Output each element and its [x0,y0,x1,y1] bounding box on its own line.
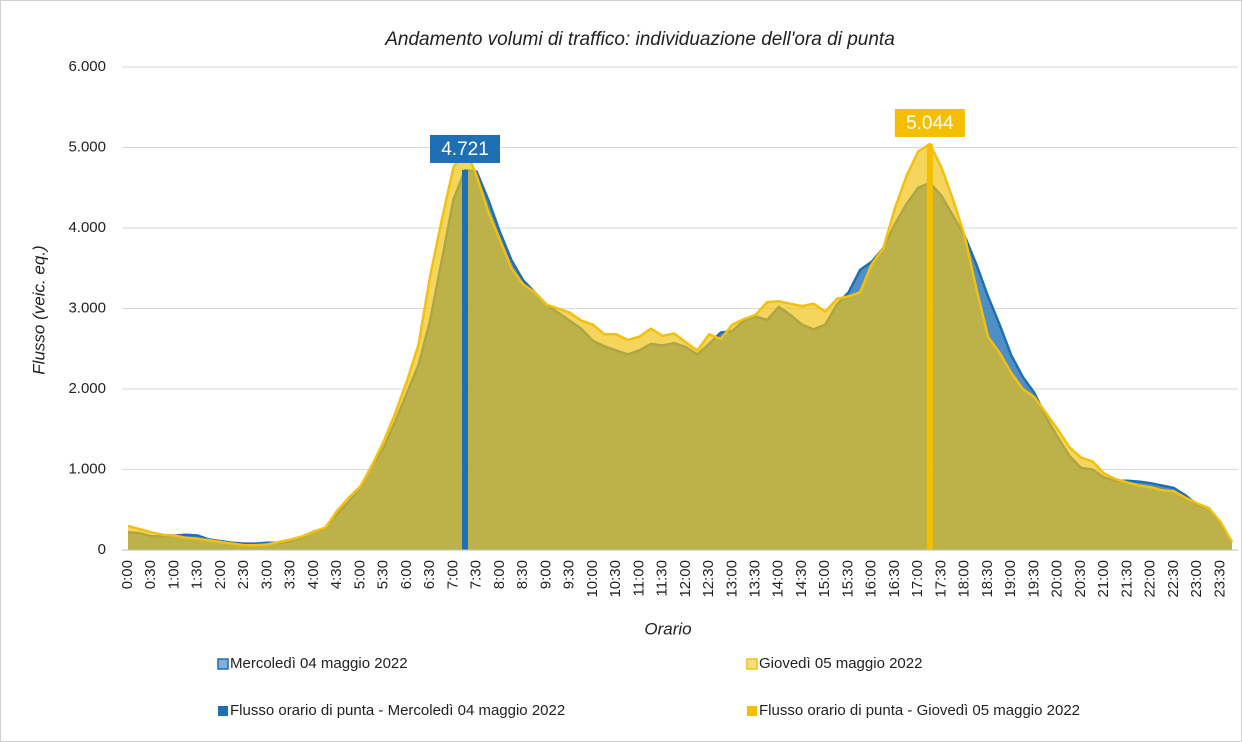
x-tick-label: 0:00 [119,560,136,589]
x-tick-label: 10:30 [607,560,624,598]
x-tick-label: 23:30 [1211,560,1228,598]
x-tick-label: 7:30 [468,560,485,589]
y-tick-label: 4.000 [68,219,106,236]
x-tick-label: 19:30 [1025,560,1042,598]
x-tick-label: 21:30 [1118,560,1135,598]
x-tick-label: 14:30 [793,560,810,598]
peak-bar [926,143,933,550]
x-tick-label: 13:30 [747,560,764,598]
x-tick-label: 3:30 [282,560,299,589]
legend-marker [746,658,758,670]
x-tick-label: 17:00 [909,560,926,598]
x-tick-label: 3:00 [258,560,275,589]
legend-marker [218,706,228,716]
x-tick-label: 9:30 [561,560,578,589]
x-tick-label: 20:30 [1072,560,1089,598]
x-tick-label: 5:00 [351,560,368,589]
legend-label: Flusso orario di punta - Mercoledì 04 ma… [230,702,565,719]
x-tick-label: 1:30 [189,560,206,589]
x-tick-label: 15:00 [816,560,833,598]
x-tick-label: 4:00 [305,560,322,589]
x-tick-label: 11:00 [630,560,647,596]
x-tick-label: 0:30 [142,560,159,589]
peak-bar [462,169,469,550]
data-label: 5.044 [906,113,954,134]
area-line [127,142,1234,547]
y-tick-label: 5.000 [68,138,106,155]
x-tick-label: 11:30 [654,560,671,596]
y-tick-label: 2.000 [68,380,106,397]
y-tick-label: 0 [98,541,106,558]
x-tick-label: 19:00 [1002,560,1019,598]
x-axis-title: Orario [644,619,691,638]
x-tick-label: 20:00 [1049,560,1066,598]
chart-title: Andamento volumi di traffico: individuaz… [384,29,895,50]
x-tick-label: 15:30 [839,560,856,598]
x-tick-label: 22:30 [1165,560,1182,598]
x-tick-label: 9:00 [537,560,554,589]
data-label-box [894,108,965,137]
x-tick-label: 18:00 [956,560,973,598]
x-tick-label: 12:30 [700,560,717,598]
data-label: 4.721 [441,139,489,160]
x-tick-label: 23:00 [1188,560,1205,598]
x-tick-label: 6:00 [398,560,415,589]
legend-marker [747,706,757,716]
x-tick-label: 21:00 [1095,560,1112,598]
x-tick-label: 12:00 [677,560,694,598]
x-tick-label: 18:30 [979,560,996,598]
legend-label: Mercoledì 04 maggio 2022 [230,655,408,672]
x-tick-label: 13:00 [723,560,740,598]
x-tick-label: 2:30 [235,560,252,589]
x-tick-label: 22:00 [1142,560,1159,598]
y-axis-title: Flusso (veic. eq.) [29,245,48,374]
x-tick-label: 16:00 [863,560,880,598]
x-tick-label: 17:30 [932,560,949,598]
legend-marker [217,658,229,670]
y-tick-label: 3.000 [68,299,106,316]
legend-label: Giovedì 05 maggio 2022 [759,655,922,672]
x-tick-label: 4:30 [328,560,345,589]
x-tick-label: 8:30 [514,560,531,589]
y-tick-label: 1.000 [68,460,106,477]
legend-label: Flusso orario di punta - Giovedì 05 magg… [759,702,1080,719]
x-tick-label: 10:00 [584,560,601,598]
area [128,144,1232,550]
x-tick-label: 7:00 [444,560,461,589]
x-tick-label: 2:00 [212,560,229,589]
y-tick-label: 6.000 [68,58,106,75]
x-tick-label: 6:30 [421,560,438,589]
x-tick-label: 14:00 [770,560,787,598]
data-label-box [430,134,501,163]
x-tick-label: 8:00 [491,560,508,589]
x-tick-label: 16:30 [886,560,903,598]
x-tick-label: 1:00 [165,560,182,589]
x-tick-label: 5:30 [375,560,392,589]
